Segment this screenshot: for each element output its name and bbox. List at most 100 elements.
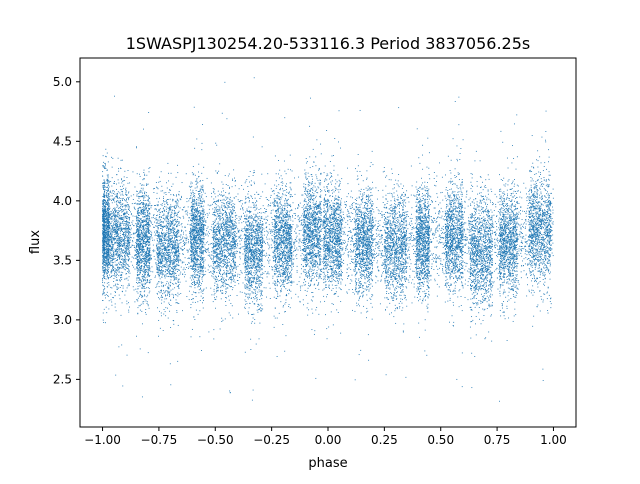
data-point	[210, 265, 212, 267]
data-point	[439, 241, 440, 243]
data-point	[323, 210, 324, 212]
data-point	[229, 203, 231, 204]
data-point	[390, 247, 392, 249]
data-point	[522, 210, 524, 212]
data-point	[151, 237, 153, 239]
data-point	[122, 233, 124, 235]
data-point	[373, 221, 374, 223]
data-point	[324, 258, 326, 260]
data-point	[518, 254, 520, 256]
data-point	[174, 276, 176, 278]
data-point	[109, 229, 111, 231]
data-point	[353, 262, 355, 264]
data-point	[224, 207, 226, 209]
data-point	[287, 264, 289, 266]
data-point	[427, 245, 428, 247]
data-point	[456, 280, 458, 281]
data-point	[496, 196, 498, 198]
data-point	[525, 234, 527, 236]
data-point	[199, 230, 201, 231]
data-point	[214, 262, 216, 264]
data-point	[507, 197, 509, 199]
data-point	[454, 213, 456, 215]
data-point	[150, 234, 152, 235]
data-point	[461, 179, 463, 180]
data-point	[355, 210, 357, 212]
data-point	[302, 213, 304, 215]
data-point	[236, 266, 238, 268]
data-point	[524, 246, 526, 248]
data-point	[345, 246, 347, 248]
data-point	[125, 234, 127, 236]
data-point	[422, 240, 423, 242]
data-point	[168, 209, 170, 211]
data-point	[352, 219, 353, 220]
data-point	[537, 235, 539, 237]
data-point	[460, 233, 461, 235]
data-point	[371, 268, 373, 270]
data-point	[533, 216, 535, 218]
data-point	[549, 265, 551, 267]
data-point	[550, 303, 552, 305]
data-point	[212, 266, 214, 268]
data-point	[341, 223, 343, 225]
data-point	[522, 233, 523, 234]
data-point	[115, 230, 117, 232]
data-point	[137, 265, 139, 267]
data-point	[506, 279, 508, 280]
data-point	[245, 301, 247, 302]
data-point	[172, 219, 174, 221]
data-point	[262, 205, 264, 207]
data-point	[309, 222, 311, 224]
data-point	[464, 211, 465, 213]
data-point	[536, 244, 538, 246]
data-point	[393, 260, 395, 262]
data-point	[270, 202, 272, 204]
data-point	[179, 207, 181, 209]
data-point	[241, 272, 243, 274]
data-point	[350, 196, 352, 198]
data-point	[473, 202, 475, 204]
data-point	[225, 266, 226, 268]
data-point	[391, 168, 393, 170]
data-point	[446, 210, 448, 212]
data-point	[236, 250, 238, 252]
data-point	[447, 250, 449, 252]
data-point	[264, 254, 266, 256]
data-point	[196, 210, 197, 212]
data-point	[377, 244, 379, 245]
data-point	[185, 230, 187, 232]
data-point	[525, 241, 527, 242]
data-point	[498, 253, 500, 255]
data-point	[341, 218, 343, 220]
data-point	[242, 282, 244, 284]
data-point	[115, 249, 117, 251]
data-point	[302, 242, 304, 244]
data-point	[133, 233, 135, 235]
data-point	[526, 295, 528, 297]
data-point	[161, 294, 162, 296]
data-point	[332, 217, 333, 219]
data-point	[379, 224, 381, 226]
data-point	[380, 279, 382, 281]
data-point	[530, 186, 532, 188]
data-point	[245, 246, 247, 248]
data-point	[284, 227, 286, 229]
data-point	[323, 222, 325, 224]
data-point	[449, 263, 451, 265]
data-point	[545, 269, 547, 271]
data-point	[279, 221, 281, 223]
data-point	[310, 261, 312, 263]
data-point	[334, 270, 336, 272]
data-point	[454, 238, 456, 240]
data-point	[132, 264, 134, 266]
data-point	[204, 201, 205, 203]
data-point	[552, 197, 554, 199]
data-point	[552, 206, 553, 208]
data-point	[418, 207, 420, 209]
data-point	[287, 210, 289, 212]
data-point	[532, 247, 534, 249]
data-point	[400, 232, 402, 234]
data-point	[123, 260, 124, 262]
